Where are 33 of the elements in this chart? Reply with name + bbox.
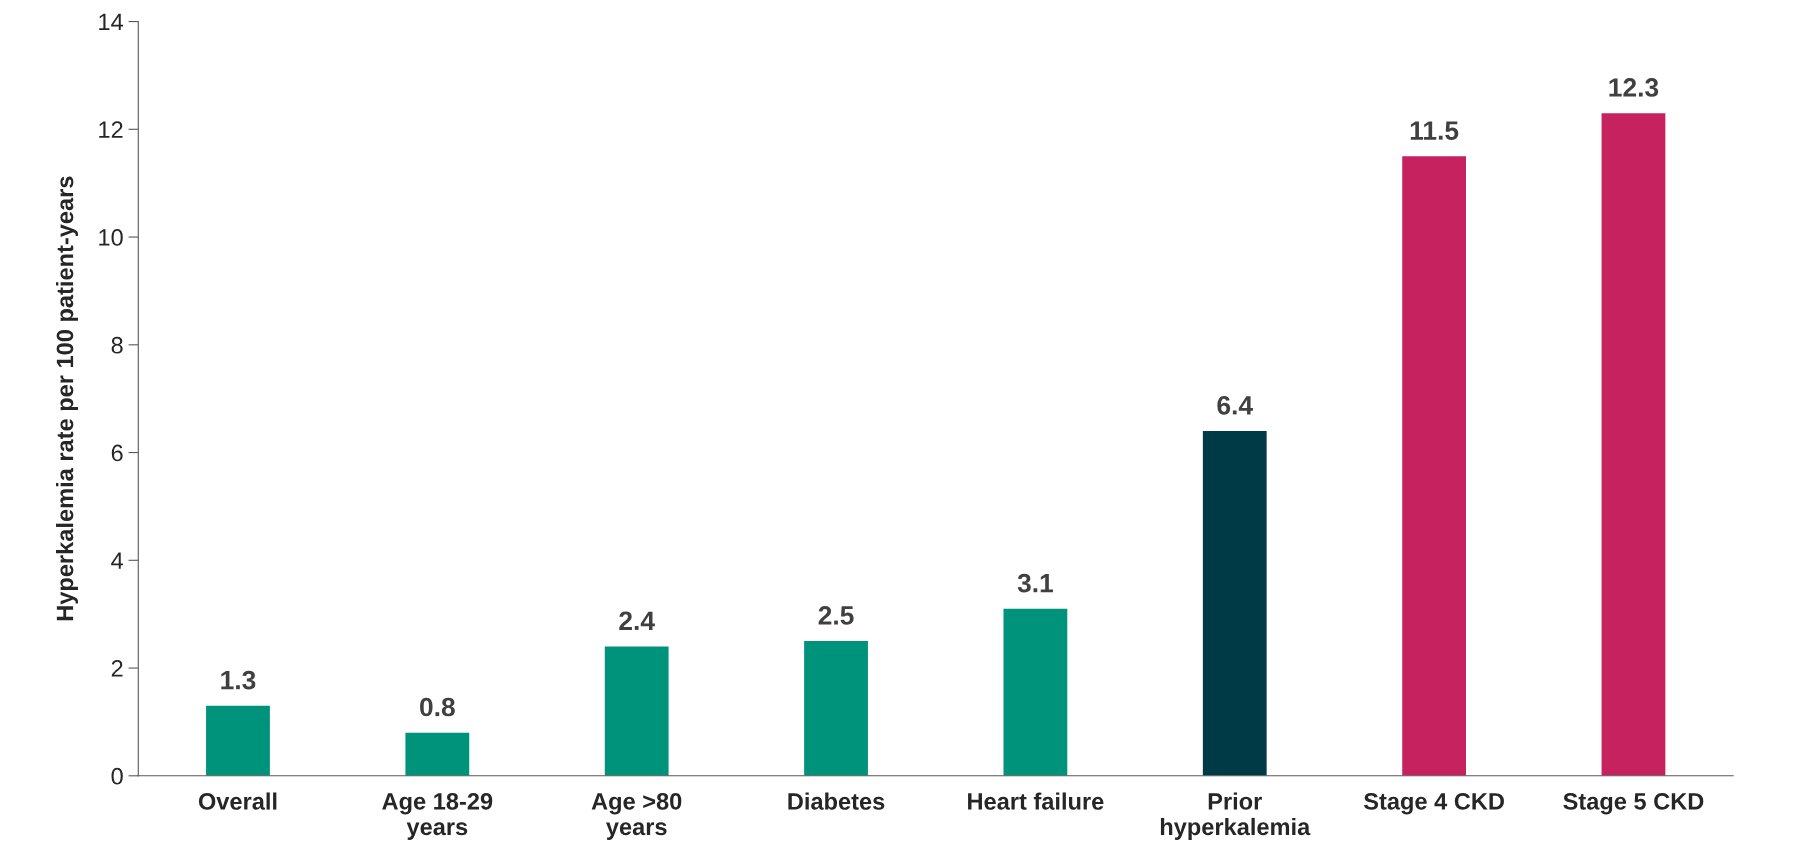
data-label: 2.4 bbox=[619, 611, 655, 630]
data-label: 1.3 bbox=[221, 670, 256, 690]
bar bbox=[1003, 608, 1068, 776]
bar bbox=[1202, 431, 1267, 776]
data-label: 2.5 bbox=[818, 606, 854, 625]
x-tick-label: Age 18-29 years bbox=[382, 792, 493, 840]
bar bbox=[604, 646, 669, 776]
x-tick-label: Overall bbox=[198, 792, 277, 810]
y-tick-label: 4 bbox=[111, 552, 124, 569]
y-tick-label: 2 bbox=[111, 660, 123, 677]
bar bbox=[206, 705, 270, 776]
bar bbox=[1402, 156, 1466, 776]
data-label: 11.5 bbox=[1410, 121, 1459, 140]
bar bbox=[1601, 113, 1666, 776]
x-tick-label: Diabetes bbox=[788, 792, 885, 810]
y-axis-title: Hyperkalemia rate per 100 patient-years bbox=[55, 176, 78, 621]
x-tick-label: Prior hyperkalemia bbox=[1160, 792, 1311, 840]
data-label: 12.3 bbox=[1609, 78, 1659, 97]
x-tick-label: Heart failure bbox=[968, 792, 1104, 810]
y-tick-label: 8 bbox=[111, 336, 123, 354]
x-tick-label: Stage 4 CKD bbox=[1363, 792, 1504, 815]
y-tick-label: 14 bbox=[99, 13, 124, 31]
data-label: 0.8 bbox=[420, 697, 455, 717]
x-tick-label: Stage 5 CKD bbox=[1563, 792, 1704, 815]
data-label: 3.1 bbox=[1017, 573, 1053, 593]
bar bbox=[804, 641, 868, 776]
y-tick-label: 6 bbox=[111, 444, 123, 462]
y-tick-label: 10 bbox=[99, 229, 123, 246]
bar bbox=[405, 732, 470, 776]
y-tick-label: 0 bbox=[111, 767, 123, 785]
x-tick-label: Age >80 years bbox=[591, 792, 682, 840]
data-label: 6.4 bbox=[1217, 395, 1253, 415]
y-tick-label: 12 bbox=[99, 121, 123, 138]
